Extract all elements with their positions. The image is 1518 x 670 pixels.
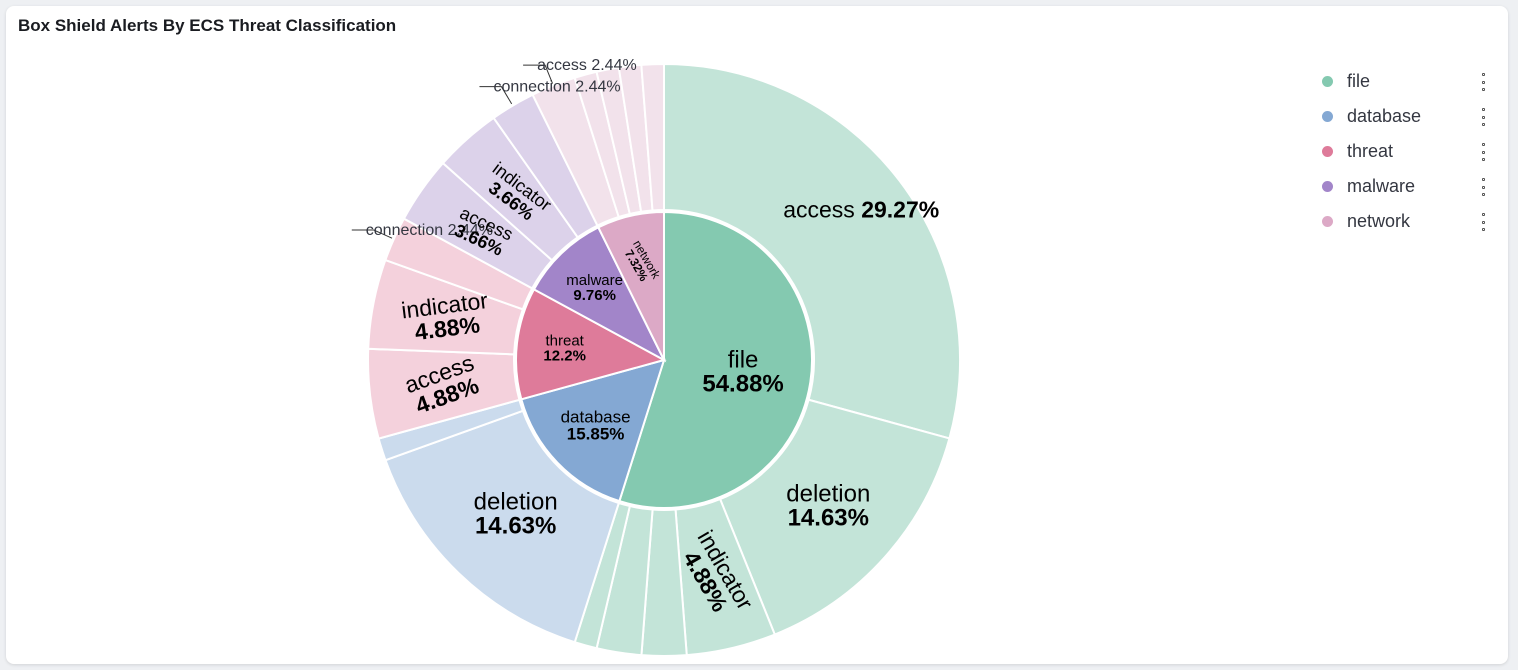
- slice-label-text: malware: [566, 272, 623, 289]
- legend-dot-malware: [1322, 181, 1333, 192]
- outer-slice-deletion: [718, 398, 951, 636]
- slice-label-text: 14.63%: [475, 512, 556, 539]
- inner-slice-network: [596, 210, 665, 361]
- callout-label: connection 2.44%: [366, 222, 493, 239]
- legend-dot-network: [1322, 216, 1333, 227]
- label-name: access: [783, 197, 861, 223]
- inner-slice-file: [618, 210, 813, 509]
- legend-item-malware[interactable]: malware: [1322, 169, 1492, 204]
- inner-slice-malware: [532, 226, 667, 363]
- more-options-icon[interactable]: [1480, 178, 1486, 196]
- legend: file database threat malware network: [1322, 64, 1492, 239]
- outer-slice-access: [663, 62, 961, 440]
- legend-dot-database: [1322, 111, 1333, 122]
- legend-dot-file: [1322, 76, 1333, 87]
- slice-label-text: 9.76%: [573, 287, 616, 304]
- legend-item-threat[interactable]: threat: [1322, 134, 1492, 169]
- outer-slice-deletion: [384, 409, 621, 644]
- slice-label-text: database: [561, 408, 631, 427]
- legend-item-database[interactable]: database: [1322, 99, 1492, 134]
- slice-label-text: 15.85%: [567, 425, 625, 444]
- slice-label-text: 14.63%: [788, 505, 869, 532]
- label-value: 29.27%: [861, 197, 939, 223]
- legend-label-file: file: [1347, 71, 1371, 91]
- legend-label-network: network: [1347, 211, 1411, 231]
- slice-label-text: deletion: [786, 481, 870, 508]
- legend-label-malware: malware: [1347, 176, 1416, 196]
- legend-label-threat: threat: [1347, 141, 1394, 161]
- callout-line: [479, 86, 513, 105]
- slice-label-text: 12.2%: [543, 348, 586, 365]
- callout-label: connection 2.44%: [493, 79, 620, 96]
- callout-line: [523, 64, 554, 84]
- more-options-icon[interactable]: [1480, 73, 1486, 91]
- slice-label-text: 54.88%: [702, 370, 783, 397]
- outer-label-access: access 29.27%: [783, 197, 939, 223]
- legend-label-database: database: [1347, 106, 1422, 126]
- chart-panel: Box Shield Alerts By ECS Threat Classifi…: [6, 6, 1508, 664]
- slice-label-text: deletion: [474, 488, 558, 515]
- slice-label-text: file: [728, 346, 759, 373]
- inner-slice-threat: [515, 287, 667, 401]
- outer-slice-unlabeled: [640, 62, 665, 212]
- inner-slice-database: [520, 358, 666, 503]
- more-options-icon[interactable]: [1480, 143, 1486, 161]
- legend-dot-threat: [1322, 146, 1333, 157]
- slice-label-text: threat: [545, 333, 584, 350]
- legend-item-file[interactable]: file: [1322, 64, 1492, 99]
- panel-title: Box Shield Alerts By ECS Threat Classifi…: [18, 16, 397, 35]
- more-options-icon[interactable]: [1480, 213, 1486, 231]
- more-options-icon[interactable]: [1480, 108, 1486, 126]
- legend-item-network[interactable]: network: [1322, 204, 1492, 239]
- callout-label: access 2.44%: [537, 57, 637, 74]
- callout-line: [351, 229, 393, 239]
